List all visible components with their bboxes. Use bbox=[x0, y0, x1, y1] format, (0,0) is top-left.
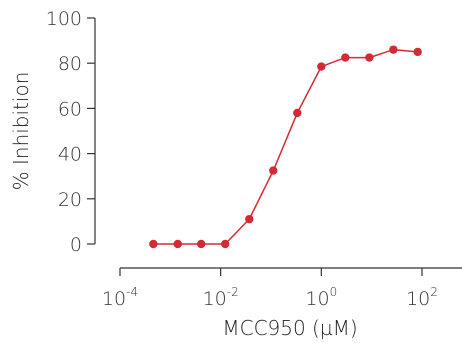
y-tick-label: 60 bbox=[58, 98, 82, 120]
x-tick-exponent: -4 bbox=[126, 285, 138, 299]
x-axis-title: MCC950 (µM) bbox=[222, 316, 357, 340]
x-ticks: 10-4 10-2 100 102 bbox=[102, 268, 438, 310]
x-tick-base: 10 bbox=[305, 288, 329, 310]
x-tick-exponent: 2 bbox=[430, 285, 438, 299]
y-axis-title: % Inhibition bbox=[9, 72, 33, 191]
data-series bbox=[149, 45, 422, 249]
data-point bbox=[245, 214, 254, 224]
data-point bbox=[196, 239, 206, 249]
x-tick-exponent: -2 bbox=[227, 285, 239, 299]
data-point bbox=[173, 239, 182, 249]
y-tick-label: 40 bbox=[58, 144, 82, 166]
data-point bbox=[149, 239, 158, 249]
series-line bbox=[153, 48, 418, 245]
data-point bbox=[389, 45, 398, 54]
x-tick-label: 10-4 bbox=[102, 285, 138, 310]
data-point bbox=[269, 166, 278, 175]
y-axis: 0 20 40 60 80 100 bbox=[46, 8, 96, 256]
x-tick-base: 10 bbox=[406, 288, 430, 310]
data-point bbox=[317, 62, 326, 71]
data-point bbox=[220, 239, 230, 249]
y-tick-label: 100 bbox=[46, 8, 82, 30]
data-point bbox=[341, 53, 350, 62]
x-tick-label: 102 bbox=[406, 285, 438, 310]
data-point bbox=[365, 53, 374, 62]
x-tick-label: 100 bbox=[305, 285, 337, 310]
x-tick-exponent: 0 bbox=[330, 285, 338, 299]
x-tick-base: 10 bbox=[203, 288, 227, 310]
data-point bbox=[413, 47, 422, 57]
x-tick-label: 10-2 bbox=[203, 285, 239, 310]
y-ticks: 0 20 40 60 80 100 bbox=[46, 8, 95, 256]
x-axis: 10-4 10-2 100 102 bbox=[102, 267, 462, 310]
y-tick-label: 0 bbox=[70, 234, 82, 256]
y-tick-label: 20 bbox=[58, 189, 82, 211]
x-tick-base: 10 bbox=[102, 288, 126, 310]
data-point bbox=[293, 108, 302, 118]
y-tick-label: 80 bbox=[58, 53, 82, 75]
